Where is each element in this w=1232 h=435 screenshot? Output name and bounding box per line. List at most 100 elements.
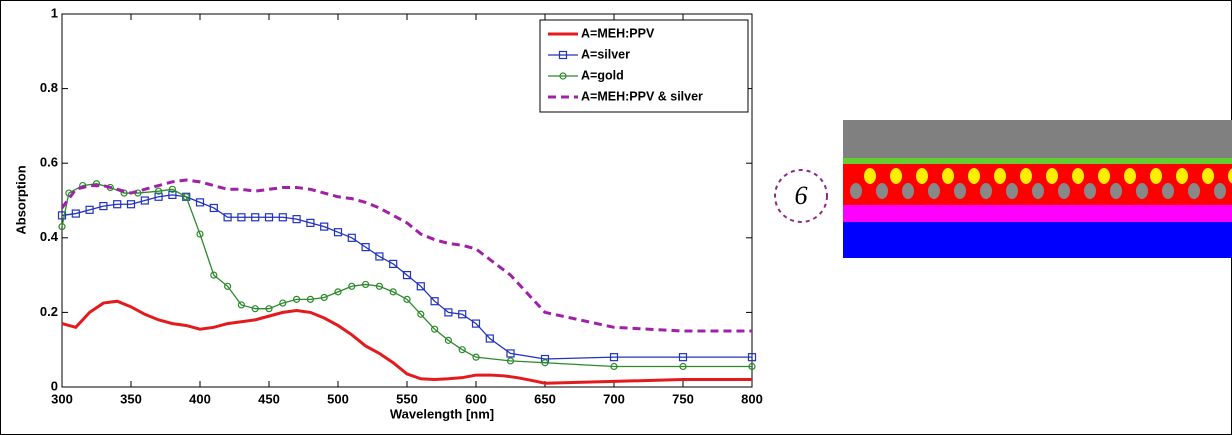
marker (333, 228, 343, 237)
x-tick-label: 600 (465, 391, 487, 406)
gray-particle (1110, 183, 1122, 199)
x-tick-label: 350 (120, 391, 142, 406)
yellow-particle (1228, 168, 1232, 184)
marker (293, 295, 301, 303)
marker (558, 50, 568, 60)
marker (444, 336, 452, 344)
marker (306, 295, 314, 303)
marker (444, 308, 453, 317)
marker (417, 310, 425, 318)
marker (472, 353, 480, 361)
marker (610, 362, 618, 371)
x-tick-label: 750 (672, 391, 694, 406)
marker (403, 295, 411, 303)
marker (196, 230, 204, 238)
marker (140, 196, 149, 205)
marker (320, 222, 329, 231)
marker (348, 282, 356, 290)
yellow-particle (864, 168, 876, 184)
marker (182, 193, 190, 201)
gray-particle (1188, 183, 1200, 199)
marker (113, 200, 122, 209)
gray-particle (1136, 183, 1148, 199)
plot: 300 350 400 450 500 550 600 650 700 750 800 0 0.2 0.4… (40, 5, 763, 406)
top-layer (843, 120, 1232, 158)
marker (168, 190, 177, 200)
marker (251, 305, 259, 313)
marker (458, 310, 467, 319)
marker (85, 205, 94, 214)
series-line (61, 194, 752, 360)
y-tick-label: 1 (51, 5, 58, 20)
marker (223, 213, 232, 222)
marker (559, 72, 567, 80)
marker (471, 319, 481, 328)
x-tick-label: 400 (189, 391, 211, 406)
x-axis-label: Wavelength [nm] (390, 406, 494, 421)
marker (320, 293, 328, 302)
marker (506, 349, 515, 358)
marker (430, 297, 439, 306)
marker (209, 203, 218, 213)
marker (278, 213, 287, 222)
yellow-particle (1020, 168, 1032, 184)
yellow-particle (994, 168, 1006, 184)
y-axis-label: Absorption (13, 165, 28, 234)
green-layer (843, 158, 1232, 164)
label-circle (774, 169, 828, 223)
marker (347, 233, 356, 242)
yellow-particle (1072, 168, 1084, 184)
marker (99, 201, 108, 211)
x-tick-label: 450 (258, 391, 280, 406)
marker (58, 223, 66, 231)
marker (747, 353, 757, 362)
yellow-particle (1202, 168, 1214, 184)
legend-label: A=silver (581, 47, 630, 61)
marker (375, 282, 383, 290)
marker (506, 357, 515, 365)
yellow-particle (1176, 168, 1188, 184)
marker (155, 187, 163, 195)
marker (154, 192, 163, 201)
marker (679, 362, 687, 371)
marker (458, 346, 466, 354)
marker (264, 213, 274, 222)
x-tick-label: 500 (327, 391, 349, 406)
y-tick-label: 0.8 (40, 80, 58, 95)
marker (224, 282, 232, 290)
x-tick-label: 700 (603, 391, 625, 406)
x-tick-label: 550 (396, 391, 418, 406)
y-tick-label: 0.6 (40, 155, 58, 170)
series-line (61, 299, 752, 385)
marker (541, 359, 549, 367)
marker (678, 353, 688, 362)
gray-particle (1162, 183, 1174, 199)
marker (210, 271, 218, 279)
marker (389, 259, 398, 269)
gray-particle (1032, 183, 1044, 199)
layer-diagram: 6 (774, 120, 1232, 258)
marker (57, 211, 67, 220)
marker (168, 185, 176, 193)
marker (609, 353, 619, 362)
gray-particle (902, 183, 914, 199)
marker (362, 280, 370, 289)
marker (126, 200, 136, 209)
legend-label: A=MEH:PPV & silver (581, 89, 703, 103)
gray-particle (850, 183, 862, 199)
gray-particle (1084, 183, 1096, 199)
legend-label: A=gold (581, 68, 624, 82)
gray-particle (954, 183, 966, 199)
marker (431, 325, 439, 333)
yellow-particle (890, 168, 902, 184)
yellow-particle (1124, 168, 1136, 184)
x-tick-label: 800 (741, 391, 763, 406)
magenta-layer (843, 205, 1232, 222)
marker (375, 252, 384, 261)
marker (292, 215, 301, 224)
yellow-particle (942, 168, 954, 184)
yellow-particle (1150, 168, 1162, 184)
y-tick-label: 0.4 (40, 229, 59, 244)
marker (416, 282, 425, 291)
